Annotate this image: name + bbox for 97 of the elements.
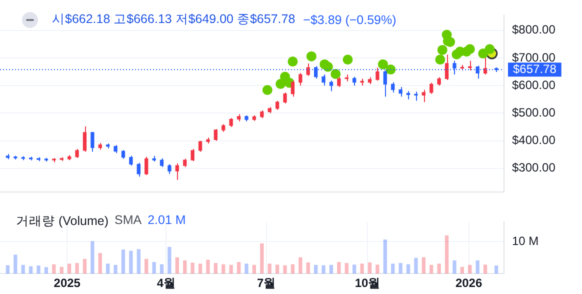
bar: [206, 260, 210, 274]
bar: [430, 264, 434, 274]
bar: [398, 262, 402, 274]
point: [306, 51, 316, 62]
bar: [98, 253, 102, 274]
bar: [406, 264, 410, 274]
y-tick-label: $700.00: [512, 50, 556, 64]
bar: [236, 262, 241, 274]
bar: [422, 257, 426, 274]
bar: [468, 264, 472, 274]
point: [435, 54, 446, 65]
point: [445, 36, 456, 47]
bar: [383, 240, 387, 274]
bar: [106, 264, 110, 274]
x-tick-label: 10월: [354, 276, 380, 290]
bar: [444, 235, 449, 274]
annotation: −$3.89 (−0.59%): [303, 12, 396, 26]
point: [288, 56, 298, 67]
bar: [121, 250, 126, 274]
bar: [114, 264, 118, 274]
bar: [198, 264, 202, 274]
annotation: SMA: [114, 213, 142, 229]
y-tick-label: $300.00: [512, 160, 556, 175]
bar: [252, 264, 256, 274]
bar: [14, 254, 18, 274]
bar: [68, 264, 72, 274]
bar: [152, 262, 156, 274]
bar: [168, 246, 172, 274]
bar: [494, 266, 498, 274]
y-tick-label: $600.00: [512, 78, 556, 92]
bar: [414, 258, 418, 274]
annotation: 시$662.18 고$666.13 저$649.00 종$657.78: [52, 11, 296, 28]
bar: [290, 264, 295, 274]
bar: [283, 265, 287, 274]
y-tick-label: $500.00: [512, 105, 556, 120]
point: [464, 44, 475, 54]
bar: [460, 266, 464, 274]
bar: [376, 264, 380, 274]
bar: [75, 262, 79, 274]
bar: [82, 258, 87, 274]
chart-title: 거래량 (Volume): [16, 213, 108, 230]
bar: [160, 264, 164, 274]
bar: [437, 264, 441, 274]
point: [437, 44, 448, 55]
point: [262, 84, 272, 95]
y-tick-label: $800.00: [512, 22, 556, 37]
bar: [90, 241, 94, 274]
bar: [391, 264, 395, 274]
bar: [452, 260, 456, 274]
bar: [21, 264, 25, 274]
bar: [322, 265, 326, 274]
bar: [28, 266, 33, 274]
y-tick-label: $400.00: [512, 133, 556, 148]
bar: [260, 243, 264, 274]
candlestick: [52, 158, 56, 163]
bar: [268, 264, 272, 274]
bar: [44, 267, 48, 274]
bar: [129, 250, 133, 274]
bar: [337, 262, 341, 274]
x-tick-label: 2025: [54, 276, 81, 290]
bar: [214, 262, 218, 274]
bar: [476, 260, 480, 274]
bar: [306, 262, 310, 274]
bar: [144, 258, 148, 274]
bar: [136, 249, 140, 274]
bar: [360, 264, 364, 274]
bar: [175, 257, 179, 274]
point: [484, 44, 495, 54]
bar: [368, 262, 372, 274]
bar: [244, 264, 248, 274]
bar: [6, 265, 10, 274]
point: [322, 62, 333, 72]
candlestick: [36, 156, 40, 162]
bar: [52, 264, 56, 274]
bar: [275, 264, 280, 274]
point: [330, 68, 341, 79]
bar: [36, 266, 40, 274]
bar: [352, 264, 356, 274]
annotation: 2.01 M: [148, 213, 186, 229]
bar: [314, 264, 318, 274]
bar: [344, 262, 348, 274]
bar: [222, 264, 226, 274]
y-tick-label: 10 M: [512, 234, 539, 248]
bar: [298, 257, 302, 274]
point: [378, 59, 388, 70]
x-tick-label: 7월: [256, 276, 276, 290]
ref-line-label: $657.78: [513, 62, 557, 76]
bar: [60, 266, 64, 274]
bar: [329, 264, 334, 274]
point: [342, 54, 353, 65]
x-tick-label: 4월: [156, 276, 176, 290]
bar: [190, 262, 194, 274]
bar: [483, 264, 488, 274]
bar: [229, 264, 233, 274]
x-tick-label: 2026: [455, 276, 482, 290]
bar: [183, 260, 187, 274]
point: [386, 64, 396, 75]
